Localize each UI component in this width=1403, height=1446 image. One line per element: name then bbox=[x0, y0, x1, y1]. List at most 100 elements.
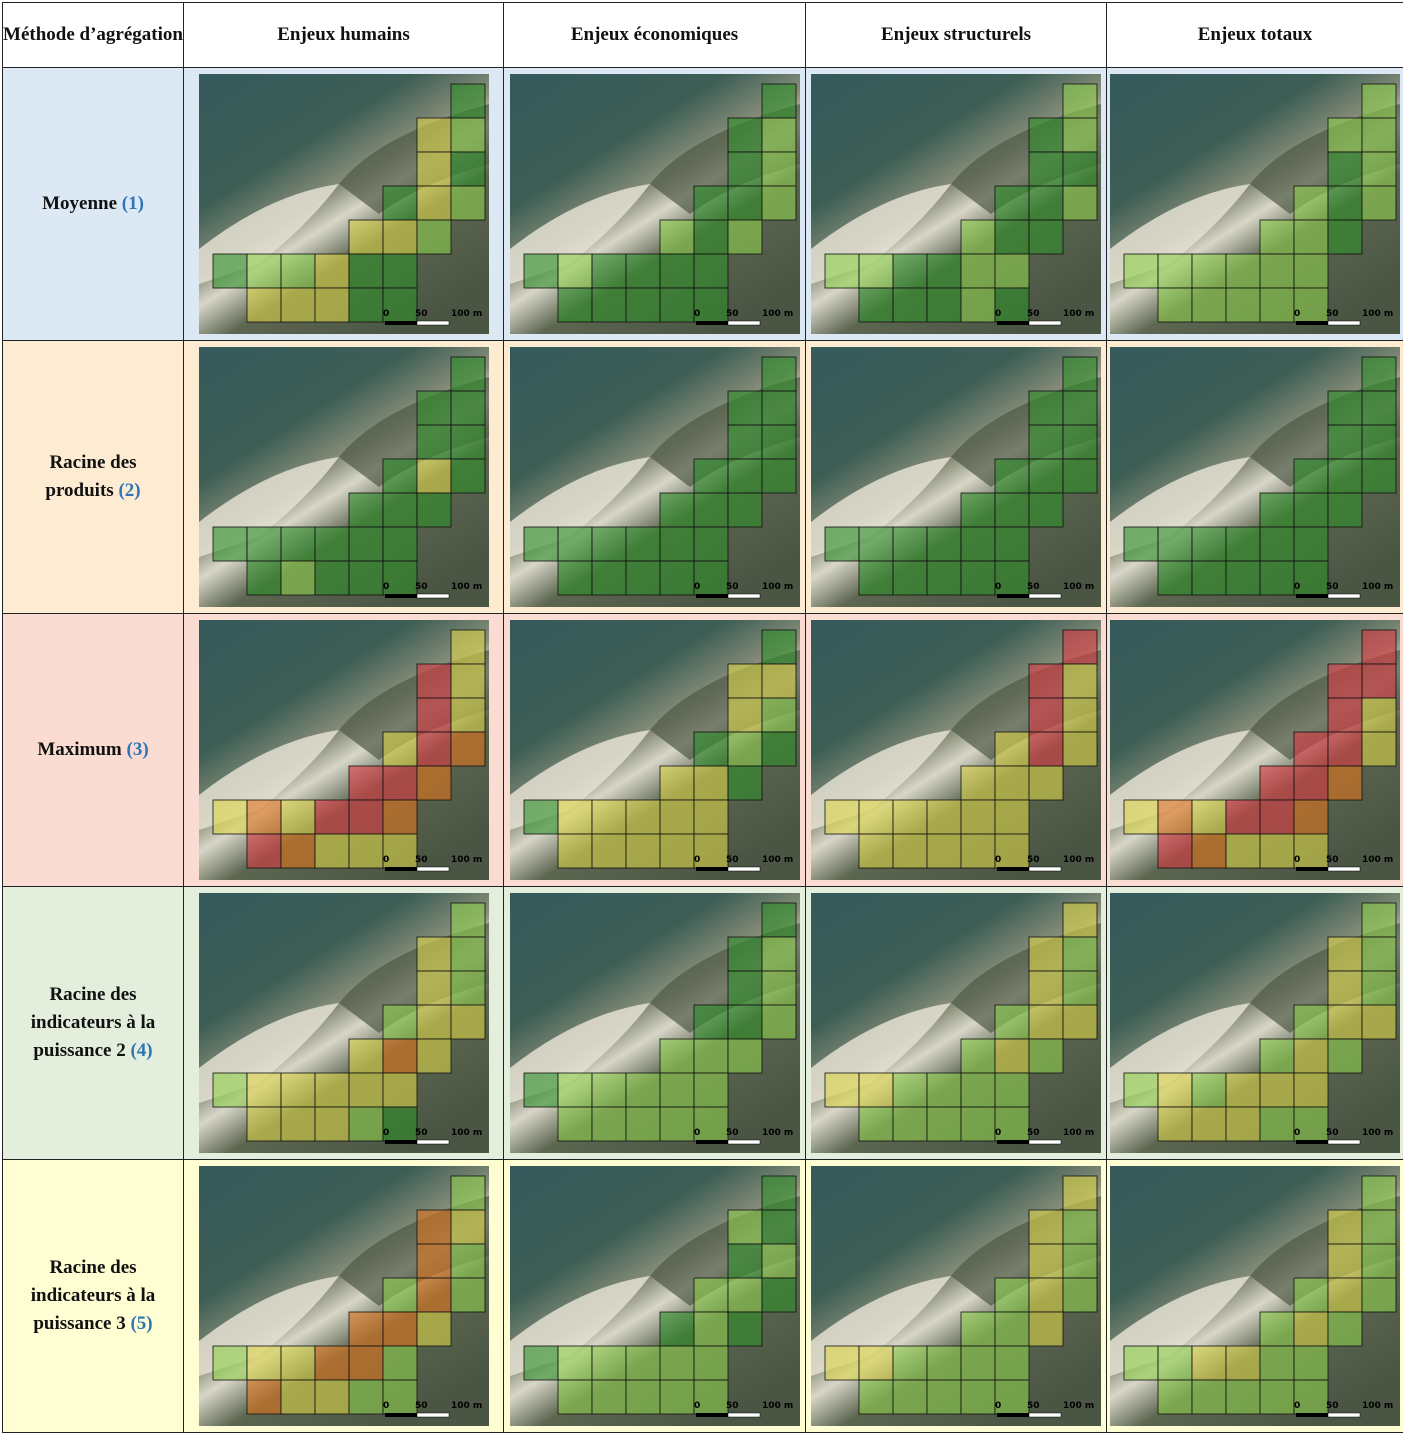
grid-cell bbox=[1361, 390, 1397, 426]
grid-cell bbox=[693, 492, 728, 528]
grid-cell bbox=[1361, 458, 1397, 494]
map: 0 50 100 m bbox=[811, 620, 1101, 880]
scale-label: 100 m bbox=[762, 1128, 793, 1138]
grid-cell bbox=[416, 151, 451, 187]
scale-label: 50 bbox=[726, 309, 739, 319]
grid-cell bbox=[693, 799, 728, 835]
scale-label: 100 m bbox=[1063, 1401, 1094, 1411]
scale-bar-black bbox=[1296, 321, 1328, 325]
scale-label: 50 bbox=[1326, 1401, 1339, 1411]
grid-cell bbox=[450, 151, 485, 187]
scale-bar-white bbox=[1028, 1412, 1062, 1418]
grid-cell bbox=[1225, 287, 1261, 323]
grid-cell bbox=[557, 253, 592, 289]
grid-cell bbox=[1028, 219, 1064, 255]
grid-cell bbox=[926, 1106, 962, 1142]
grid-cell bbox=[280, 526, 315, 562]
grid-cell bbox=[314, 287, 349, 323]
grid-cell bbox=[625, 526, 660, 562]
grid-cell bbox=[1293, 219, 1329, 255]
grid-cell bbox=[1191, 833, 1227, 869]
scale-label: 50 bbox=[415, 855, 428, 865]
grid-cell bbox=[960, 1345, 996, 1381]
grid-cell bbox=[693, 765, 728, 801]
grid-cell bbox=[450, 83, 485, 119]
grid-cell bbox=[926, 560, 962, 596]
map: 0 50 100 m bbox=[811, 347, 1101, 607]
grid-cell bbox=[761, 458, 796, 494]
grid-cell bbox=[1293, 1379, 1329, 1415]
grid-cell bbox=[280, 833, 315, 869]
grid-cell bbox=[1157, 833, 1193, 869]
grid-cell bbox=[1361, 117, 1397, 153]
grid-cell bbox=[994, 765, 1030, 801]
scale-bar-black bbox=[997, 1140, 1029, 1144]
table-row: Racine des produits (2) 0 50 100 m 0 50 100 … bbox=[2, 340, 1403, 614]
grid-cell bbox=[280, 1072, 315, 1108]
grid-cell bbox=[382, 833, 417, 869]
grid-cell bbox=[1157, 1106, 1193, 1142]
grid-cell bbox=[450, 1175, 485, 1211]
scale-label: 100 m bbox=[1362, 582, 1393, 592]
grid-cell bbox=[348, 287, 383, 323]
scale-label: 100 m bbox=[1362, 1401, 1393, 1411]
grid-cell bbox=[450, 390, 485, 426]
grid-cell bbox=[1062, 185, 1098, 221]
scale-bar-white bbox=[1327, 320, 1361, 326]
grid-cell bbox=[693, 1345, 728, 1381]
grid-cell bbox=[557, 1379, 592, 1415]
scale-bar-black bbox=[384, 321, 417, 325]
grid-cell bbox=[693, 1379, 728, 1415]
grid-cell bbox=[450, 424, 485, 460]
grid-cell bbox=[693, 287, 728, 323]
scale-bar-white bbox=[727, 1139, 760, 1145]
grid-cell bbox=[659, 1038, 694, 1074]
grid-cell bbox=[1327, 219, 1363, 255]
grid-cell bbox=[1327, 1004, 1363, 1040]
grid-cell bbox=[246, 1345, 281, 1381]
grid-cell bbox=[246, 560, 281, 596]
grid-cell bbox=[416, 731, 451, 767]
grid-cell bbox=[314, 833, 349, 869]
scale-label: 100 m bbox=[1362, 1128, 1393, 1138]
grid-cell bbox=[280, 560, 315, 596]
grid-cell bbox=[1157, 1345, 1193, 1381]
grid-cell bbox=[761, 663, 796, 699]
grid-cell bbox=[761, 1209, 796, 1245]
grid-cell bbox=[1062, 629, 1098, 665]
grid-cell bbox=[858, 287, 894, 323]
grid-cell bbox=[960, 219, 996, 255]
grid-cell bbox=[1062, 151, 1098, 187]
grid-cell bbox=[1327, 390, 1363, 426]
scale-bar-black bbox=[695, 321, 728, 325]
grid-cell bbox=[960, 287, 996, 323]
grid-cell bbox=[659, 1345, 694, 1381]
grid-cell bbox=[693, 1311, 728, 1347]
scale-label: 100 m bbox=[1063, 855, 1094, 865]
grid-cell bbox=[1062, 117, 1098, 153]
grid-cell bbox=[659, 799, 694, 835]
grid-cell bbox=[994, 1345, 1030, 1381]
grid-cell bbox=[382, 219, 417, 255]
method-ref: (1) bbox=[121, 193, 144, 214]
grid-cell bbox=[382, 1106, 417, 1142]
method-ref: (2) bbox=[118, 480, 141, 501]
grid-cell bbox=[625, 799, 660, 835]
grid-cell bbox=[1191, 287, 1227, 323]
grid-cell bbox=[727, 1277, 762, 1313]
scale-label: 50 bbox=[415, 309, 428, 319]
grid-cell bbox=[450, 356, 485, 392]
grid-cell bbox=[1225, 253, 1261, 289]
scale-label: 50 bbox=[1326, 309, 1339, 319]
grid-cell bbox=[591, 1072, 626, 1108]
grid-cell bbox=[1028, 1209, 1064, 1245]
grid-cell bbox=[960, 1379, 996, 1415]
scale-label: 100 m bbox=[762, 1401, 793, 1411]
grid-cell bbox=[892, 287, 928, 323]
scale-label: 0 bbox=[694, 1401, 700, 1411]
grid-cell bbox=[591, 1379, 626, 1415]
grid-cell bbox=[450, 970, 485, 1006]
grid-cell bbox=[960, 1311, 996, 1347]
grid-cell bbox=[416, 663, 451, 699]
grid-cell bbox=[625, 833, 660, 869]
